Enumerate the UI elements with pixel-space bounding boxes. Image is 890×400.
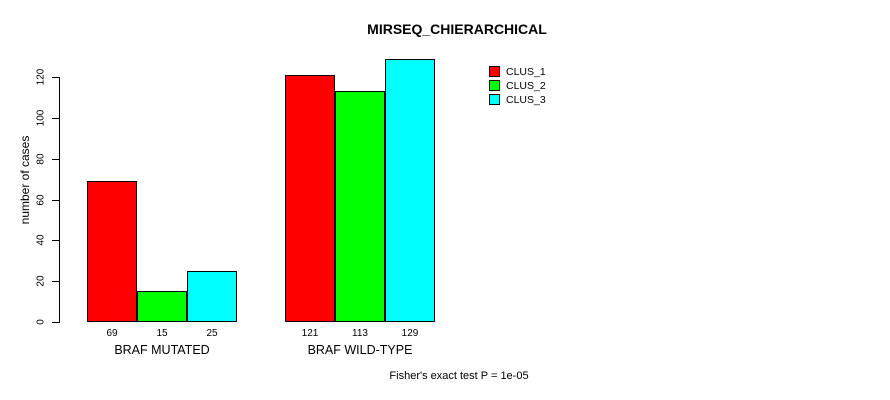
y-axis-line (59, 77, 60, 323)
chart-title: MIRSEQ_CHIERARCHICAL (367, 21, 547, 37)
y-axis-tick-label: 80 (35, 153, 47, 165)
legend-label-clus_3: CLUS_3 (506, 93, 546, 106)
y-axis-tick (52, 118, 59, 119)
bar-value-label: 15 (156, 328, 168, 339)
y-axis-tick-label: 100 (35, 109, 47, 127)
bar-clus_1-group2 (285, 75, 335, 322)
bar-value-label: 113 (352, 328, 368, 339)
x-category-label: BRAF MUTATED (114, 343, 210, 357)
bar-clus_2-group1 (137, 291, 187, 322)
bar-value-label: 129 (401, 328, 419, 339)
y-axis-tick (52, 240, 59, 241)
bar-clus_3-group2 (385, 59, 435, 322)
legend-label-clus_2: CLUS_2 (506, 79, 546, 92)
bar-clus_2-group2 (335, 91, 385, 322)
legend-swatch-clus_1 (489, 66, 500, 77)
y-axis-tick-label: 0 (35, 319, 47, 325)
y-axis-tick-label: 20 (35, 275, 47, 287)
y-axis-tick (52, 159, 59, 160)
y-axis-tick (52, 281, 59, 282)
y-axis-tick-label: 60 (35, 194, 47, 206)
legend-swatch-clus_2 (489, 80, 500, 91)
bar-clus_3-group1 (187, 271, 237, 322)
bar-clus_1-group1 (87, 181, 137, 322)
bar-value-label: 25 (206, 328, 218, 339)
y-axis-tick-label: 120 (35, 68, 47, 86)
y-axis-title: number of cases (18, 135, 32, 225)
y-axis-tick-label: 40 (35, 234, 47, 246)
legend-label-clus_1: CLUS_1 (506, 65, 546, 78)
bar-value-label: 69 (106, 328, 118, 339)
stat-caption: Fisher's exact test P = 1e-05 (389, 370, 529, 382)
y-axis-tick (52, 322, 59, 323)
y-axis-tick (52, 77, 59, 78)
legend-swatch-clus_3 (489, 94, 500, 105)
y-axis-tick (52, 200, 59, 201)
x-category-label: BRAF WILD-TYPE (307, 343, 413, 357)
bar-value-label: 121 (301, 328, 319, 339)
